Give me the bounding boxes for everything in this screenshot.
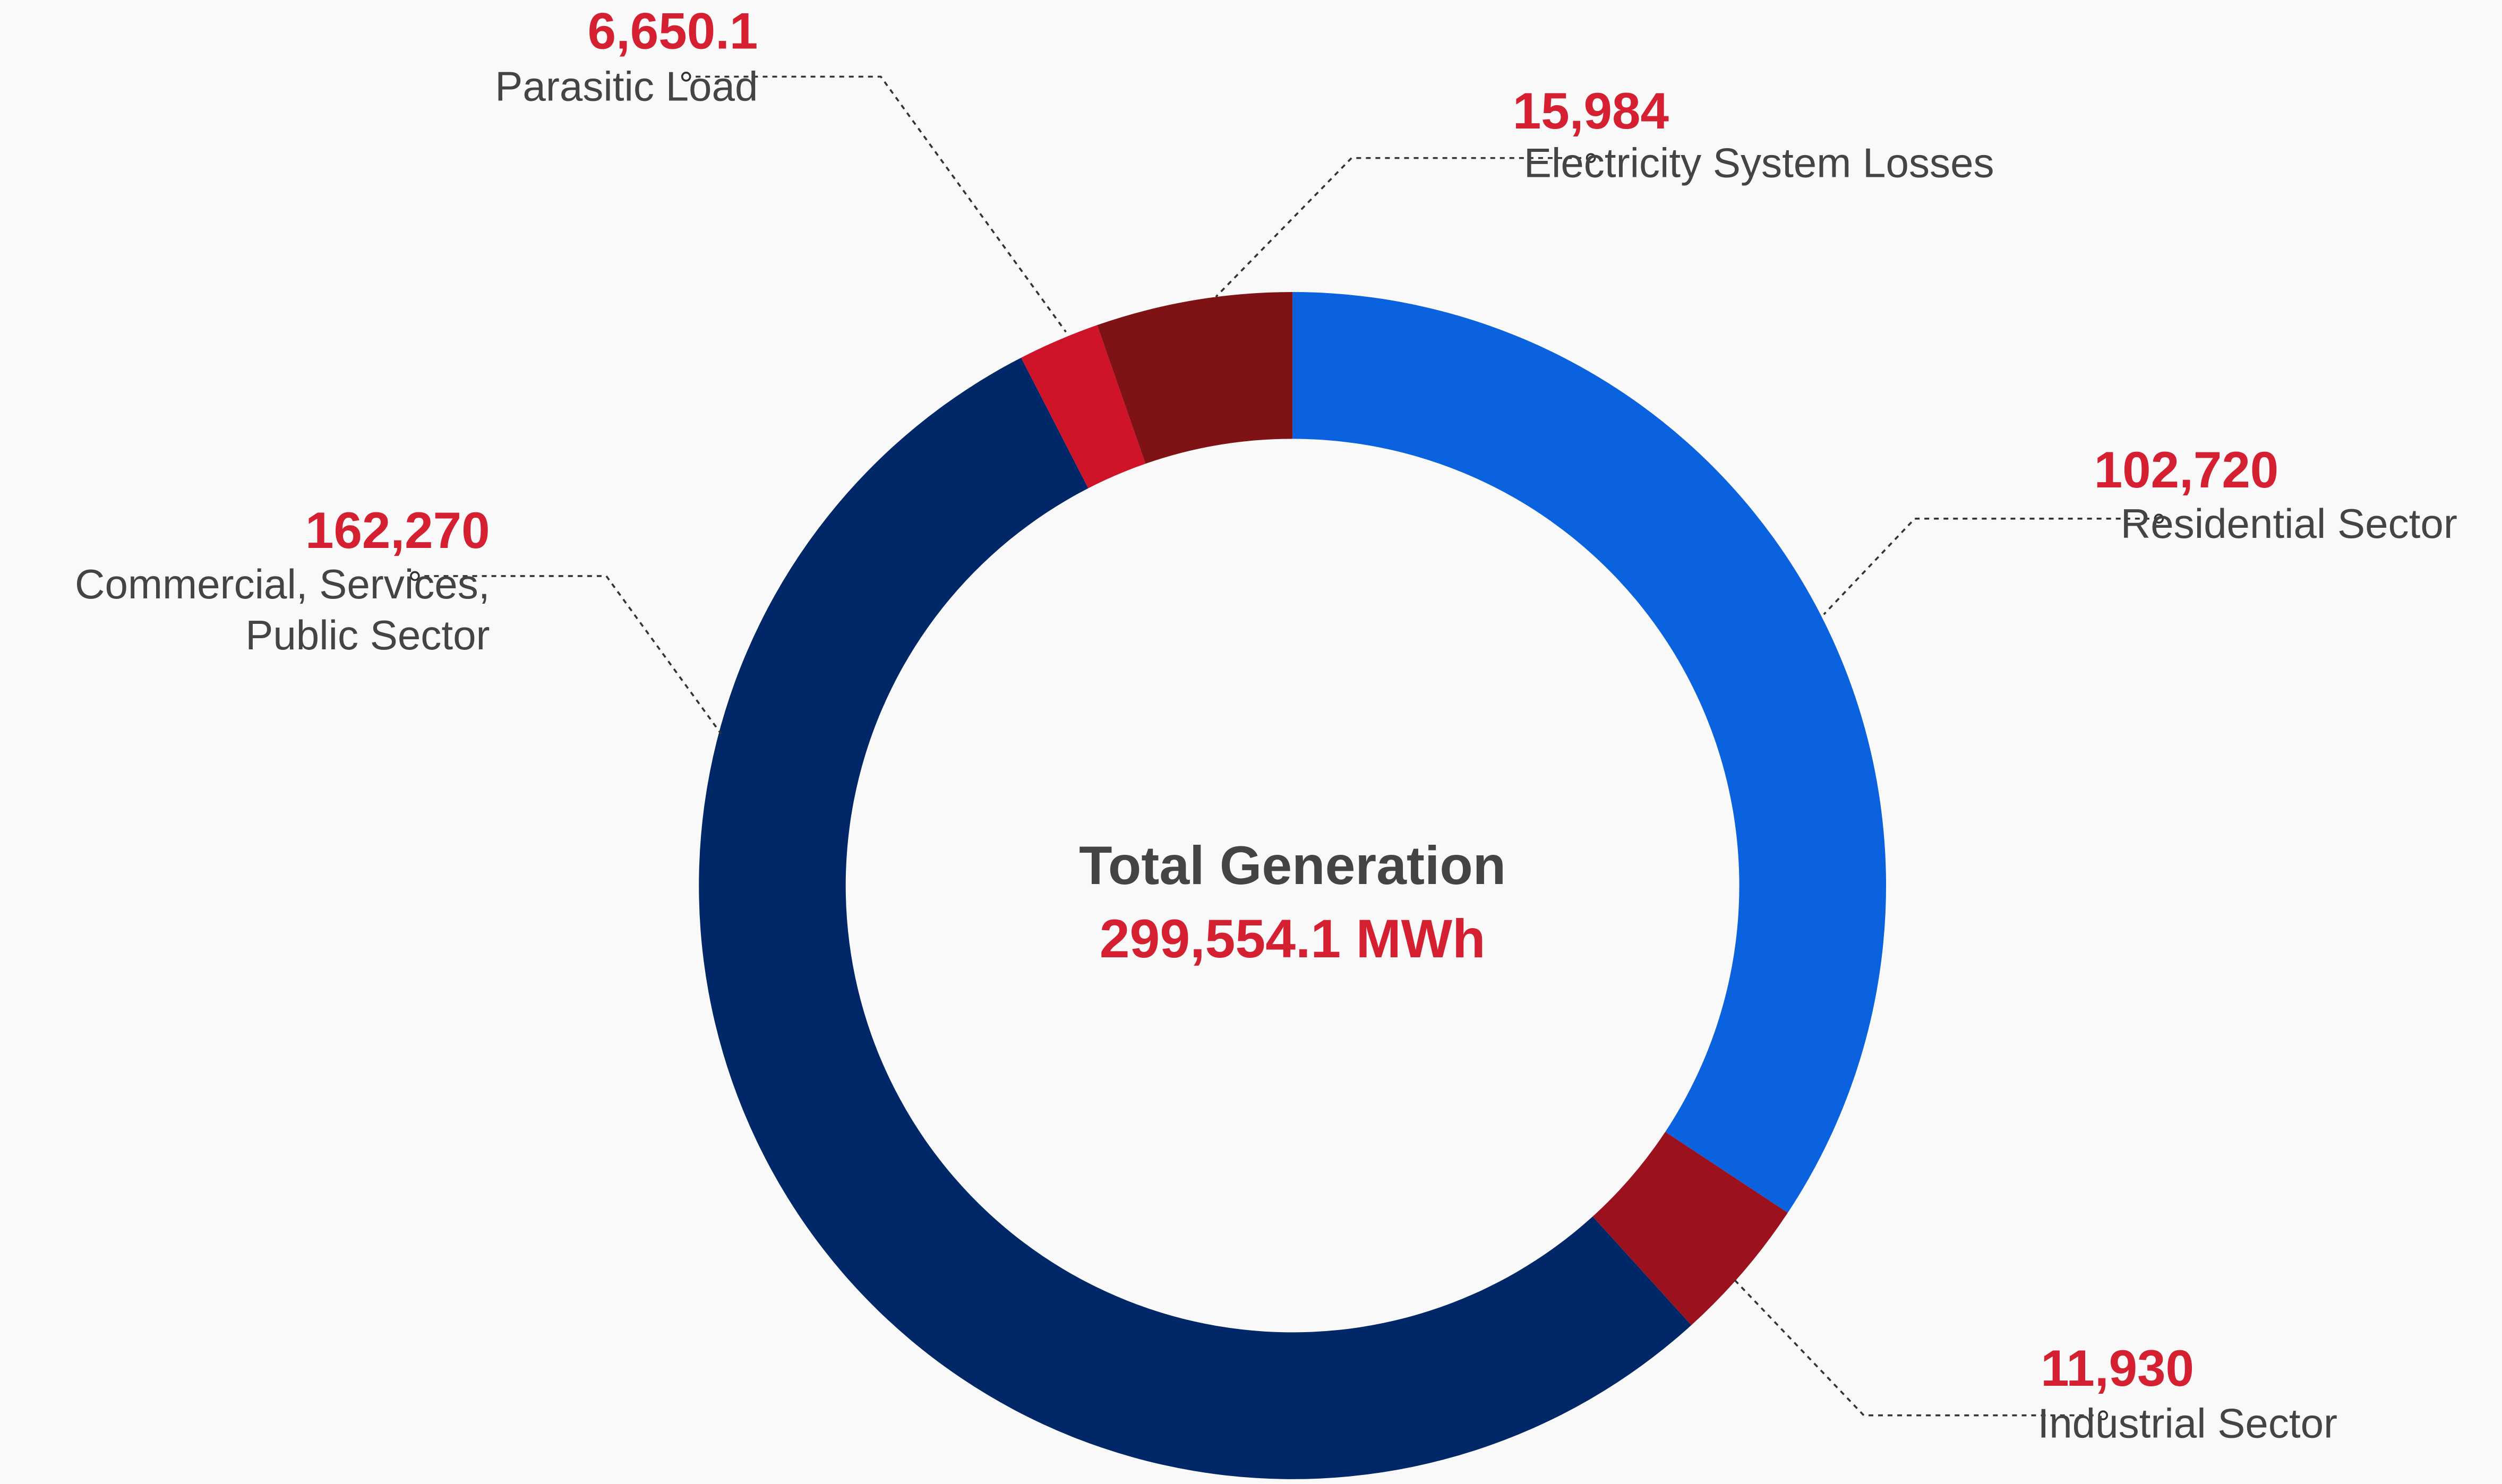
donut-slice [1097, 292, 1293, 464]
value-label: 6,650.1 [588, 3, 758, 60]
category-label-box: Industrial Sector [2037, 1399, 2338, 1447]
value-label: 162,270 [305, 502, 490, 559]
category-label: Parasitic Load [495, 62, 758, 110]
center-title: Total Generation [1079, 835, 1506, 896]
donut-slice [699, 357, 1692, 1479]
leader-dot [1586, 153, 1596, 163]
leader-dot [410, 571, 420, 581]
category-label: Electricity System Losses [1523, 139, 1994, 187]
donut-slice [1292, 292, 1887, 1213]
leader-line [1730, 1275, 2103, 1417]
category-label: Residential Sector [2120, 499, 2457, 547]
leader-line [1823, 517, 2159, 615]
leader-dot [681, 72, 691, 82]
leader-dot [2098, 1410, 2109, 1420]
donut-slice [1021, 325, 1146, 488]
value-label: 15,984 [1513, 83, 1669, 140]
center-value: 299,554.1 MWh [1100, 908, 1486, 969]
category-label-box: Electricity System Losses [1523, 139, 1994, 187]
leader-dot [2154, 513, 2164, 524]
leader-line [686, 75, 1067, 333]
category-label: Industrial Sector [2037, 1399, 2338, 1447]
value-label: 11,930 [2041, 1340, 2194, 1397]
category-label: Commercial, Services, Public Sector [75, 560, 490, 659]
category-label-box: Parasitic Load [495, 62, 758, 110]
value-label: 102,720 [2094, 442, 2279, 499]
category-label-box: Commercial, Services, Public Sector [75, 560, 490, 659]
donut-slice [1592, 1131, 1788, 1325]
category-label-box: Residential Sector [2120, 499, 2457, 547]
